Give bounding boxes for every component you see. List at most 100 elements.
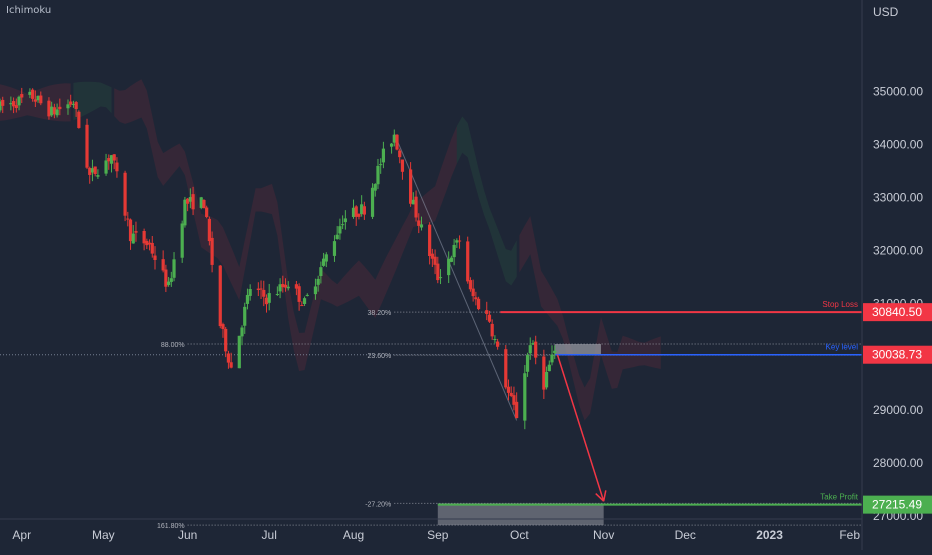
candle-up bbox=[324, 254, 328, 262]
candle-down bbox=[85, 124, 89, 168]
candle-down bbox=[39, 95, 43, 104]
x-tick-label: Dec bbox=[675, 528, 696, 542]
key-level-price-tag-bg bbox=[863, 345, 932, 364]
candle-down bbox=[69, 101, 73, 105]
key-level-label: Key level bbox=[826, 343, 859, 352]
candle-down bbox=[506, 386, 511, 393]
candle-down bbox=[33, 99, 37, 102]
candle-up bbox=[392, 134, 396, 143]
x-tick-label: May bbox=[92, 528, 115, 542]
candle-up bbox=[28, 91, 32, 95]
candle-down bbox=[436, 263, 440, 281]
take-profit-price-tag-bg bbox=[863, 495, 932, 514]
candle-up bbox=[66, 104, 70, 109]
candle-down bbox=[112, 154, 116, 161]
candle-down bbox=[93, 166, 97, 175]
time-axis[interactable]: Apr May Jun Jul Aug Sep Oct Nov Dec 2023 Feb bbox=[12, 528, 860, 542]
price-axis[interactable]: 35000.0034000.0033000.0032000.0031000.00… bbox=[873, 84, 923, 523]
candle-down bbox=[107, 158, 111, 162]
candle-up bbox=[240, 327, 244, 337]
candle-up bbox=[547, 364, 551, 372]
candle-down bbox=[457, 240, 462, 242]
candle-down bbox=[468, 280, 473, 290]
candle-down bbox=[357, 213, 361, 217]
candle-down bbox=[490, 323, 494, 337]
take-profit-label: Take Profit bbox=[820, 493, 859, 502]
candle-down bbox=[496, 341, 500, 347]
x-tick-label: Oct bbox=[510, 528, 529, 542]
candle-down bbox=[466, 241, 470, 282]
candle-down bbox=[1, 99, 5, 106]
x-tick-label: Apr bbox=[12, 528, 31, 542]
projection-arrow-head-right bbox=[602, 490, 607, 502]
candle-up bbox=[248, 289, 252, 296]
candle-down bbox=[256, 288, 260, 290]
candle-up bbox=[180, 223, 184, 258]
candle-up bbox=[523, 373, 527, 421]
candle-up bbox=[553, 350, 557, 354]
candle-down bbox=[428, 224, 432, 257]
candle-up bbox=[183, 199, 187, 226]
candle-down bbox=[20, 94, 24, 98]
candle-up bbox=[267, 293, 271, 303]
fib-level-label: 88.00% bbox=[161, 342, 185, 349]
candle-down bbox=[150, 242, 154, 254]
candle-up bbox=[447, 258, 451, 276]
candle-up bbox=[419, 224, 424, 228]
candle-up bbox=[550, 354, 554, 363]
candle-up bbox=[9, 103, 13, 105]
candle-up bbox=[544, 371, 549, 388]
indicator-label[interactable]: Ichimoku bbox=[6, 5, 52, 16]
candle-up bbox=[351, 207, 356, 217]
projection-arrow-head-left bbox=[595, 493, 605, 502]
candle-down bbox=[126, 218, 130, 220]
candle-down bbox=[509, 392, 513, 396]
candle-down bbox=[417, 220, 421, 226]
target-zone bbox=[437, 503, 604, 526]
candle-down bbox=[202, 199, 206, 209]
candle-down bbox=[430, 253, 434, 259]
zone-layer bbox=[437, 344, 604, 526]
candle-down bbox=[128, 219, 133, 242]
candle-up bbox=[528, 345, 532, 354]
candle-down bbox=[362, 206, 366, 215]
candle-down bbox=[294, 284, 298, 289]
candle-up bbox=[455, 240, 459, 243]
candle-down bbox=[123, 172, 127, 216]
candle-down bbox=[534, 341, 538, 358]
candle-down bbox=[226, 353, 231, 363]
candle-up bbox=[104, 160, 108, 174]
cloud-band bbox=[456, 116, 517, 286]
candle-up bbox=[525, 355, 530, 372]
take-profit-price-tag: 27215.49 bbox=[872, 498, 922, 512]
candle-down bbox=[283, 284, 288, 288]
candle-down bbox=[433, 256, 437, 265]
candle-up bbox=[131, 233, 135, 244]
candle-down bbox=[88, 167, 92, 175]
fib-level-label: 161.80% bbox=[157, 523, 185, 530]
candle-up bbox=[411, 199, 415, 205]
candle-down bbox=[147, 242, 152, 245]
candle-down bbox=[224, 328, 228, 352]
candle-up bbox=[17, 96, 21, 106]
candle-up bbox=[373, 184, 377, 191]
candle-down bbox=[281, 284, 285, 288]
candle-up bbox=[360, 204, 364, 215]
candle-down bbox=[207, 218, 211, 242]
candle-down bbox=[398, 150, 402, 158]
candle-up bbox=[36, 95, 40, 101]
candle-up bbox=[493, 338, 497, 340]
candle-down bbox=[164, 269, 168, 287]
candle-up bbox=[343, 218, 347, 223]
x-tick-label: Jun bbox=[178, 528, 197, 542]
stop-loss-label: Stop Loss bbox=[822, 300, 858, 309]
cloud-band bbox=[73, 81, 112, 121]
candle-down bbox=[485, 310, 489, 314]
candle-down bbox=[229, 362, 233, 368]
fib-level-label: 23.60% bbox=[368, 353, 392, 360]
candle-down bbox=[52, 107, 56, 115]
candle-up bbox=[319, 267, 323, 277]
fibonacci-levels: 38.20% 88.00% 23.60% -27.20% 161.80% bbox=[157, 310, 862, 530]
candle-down bbox=[145, 240, 149, 246]
